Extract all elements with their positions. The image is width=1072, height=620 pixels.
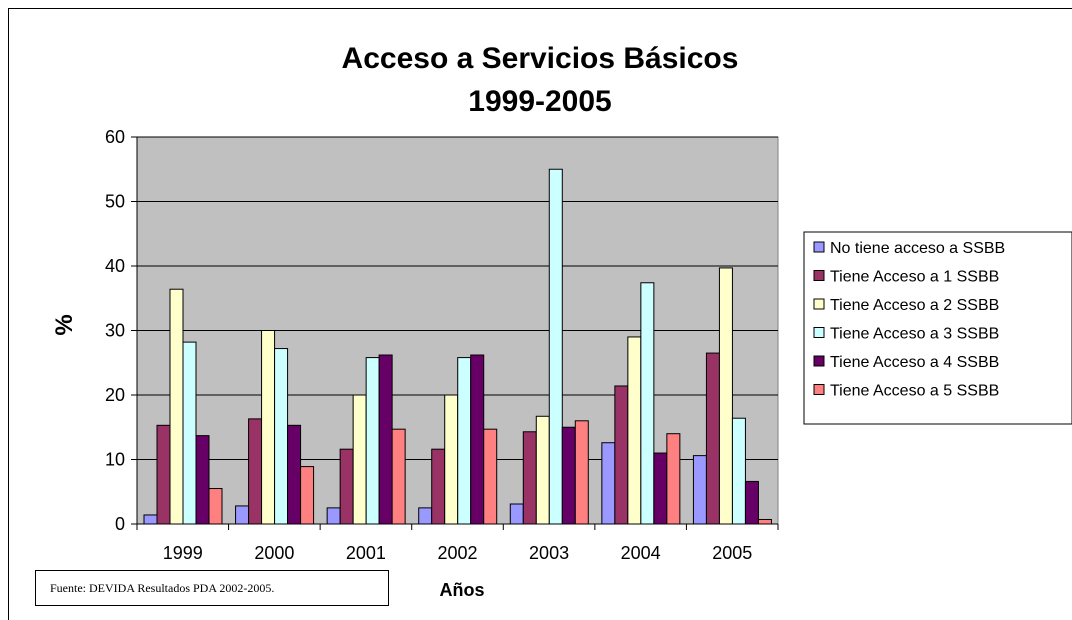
bar <box>666 433 681 525</box>
bar <box>431 448 446 525</box>
legend-swatch <box>813 270 825 281</box>
legend-swatch <box>813 384 825 395</box>
bar <box>574 420 589 525</box>
source-note-text: Fuente: DEVIDA Resultados PDA 2002-2005. <box>50 580 275 595</box>
bar <box>535 415 550 525</box>
y-tick-label: 30 <box>105 321 125 341</box>
legend-label: Tiene Acceso a 1 SSBB <box>830 269 999 286</box>
x-ticks: 1999 2000 2001 2002 2003 2004 2005 <box>136 524 779 563</box>
bar <box>627 336 642 525</box>
bar <box>483 428 498 525</box>
bar <box>705 352 720 525</box>
x-tick-label: 2005 <box>712 543 752 563</box>
bar <box>182 341 197 525</box>
bar <box>365 357 380 525</box>
chart-title-line-2: 1999-2005 <box>468 85 611 118</box>
y-tick-label: 60 <box>105 127 125 147</box>
bar <box>326 507 341 525</box>
bar <box>509 503 524 525</box>
bar <box>418 507 433 525</box>
bar <box>169 288 184 525</box>
legend-swatch <box>813 327 825 338</box>
bar <box>143 514 158 525</box>
bar <box>561 426 576 525</box>
bar <box>548 168 563 525</box>
x-tick-label: 1999 <box>163 543 203 563</box>
bar <box>731 417 746 525</box>
bar <box>261 330 276 525</box>
bar <box>457 357 472 525</box>
bar <box>195 435 210 525</box>
bar <box>235 505 250 525</box>
y-tick-label: 40 <box>105 256 125 276</box>
x-tick-label: 2002 <box>437 543 477 563</box>
bar <box>208 488 223 525</box>
bar <box>287 424 302 525</box>
bar <box>391 428 406 525</box>
bar <box>757 518 772 525</box>
bars <box>143 168 772 525</box>
x-tick-label: 2001 <box>346 543 386 563</box>
bar <box>601 442 616 525</box>
x-tick-label: 2004 <box>621 543 661 563</box>
x-tick-label: 2003 <box>529 543 569 563</box>
legend-label: No tiene acceso a SSBB <box>830 240 1005 257</box>
y-tick-label: 10 <box>105 450 125 470</box>
legend: No tiene acceso a SSBB Tiene Acceso a 1 S… <box>803 231 1072 425</box>
bar <box>653 452 668 525</box>
legend-swatch <box>813 241 825 253</box>
legend-box <box>803 231 1072 425</box>
bar <box>339 448 354 525</box>
bar <box>378 354 393 525</box>
bar <box>470 354 485 525</box>
bar <box>274 348 289 525</box>
bar <box>156 424 171 525</box>
y-ticks: 0 10 20 30 40 50 60 <box>105 127 137 534</box>
bar <box>744 480 759 525</box>
x-axis-label: Años <box>440 580 485 600</box>
bar <box>248 418 263 525</box>
bar <box>718 267 733 525</box>
legend-label: Tiene Acceso a 2 SSBB <box>830 297 999 314</box>
legend-label: Tiene Acceso a 4 SSBB <box>830 354 999 371</box>
legend-label: Tiene Acceso a 5 SSBB <box>830 383 999 400</box>
bar <box>640 282 655 525</box>
bar <box>522 431 537 525</box>
bar <box>692 455 707 525</box>
bar <box>300 466 315 525</box>
legend-label: Tiene Acceso a 3 SSBB <box>830 326 999 343</box>
bar <box>614 385 629 525</box>
y-tick-label: 20 <box>105 385 125 405</box>
bar <box>444 394 459 525</box>
y-tick-label: 0 <box>115 514 125 534</box>
source-note: Fuente: DEVIDA Resultados PDA 2002-2005. <box>35 570 389 606</box>
y-axis-label: % <box>51 314 78 335</box>
x-tick-label: 2000 <box>254 543 294 563</box>
legend-swatch <box>813 355 825 367</box>
chart-frame <box>8 8 1072 620</box>
bar <box>352 394 367 525</box>
chart-title-line-1: Acceso a Servicios Básicos <box>342 42 739 75</box>
legend-swatch <box>813 298 825 310</box>
y-tick-label: 50 <box>105 192 125 212</box>
